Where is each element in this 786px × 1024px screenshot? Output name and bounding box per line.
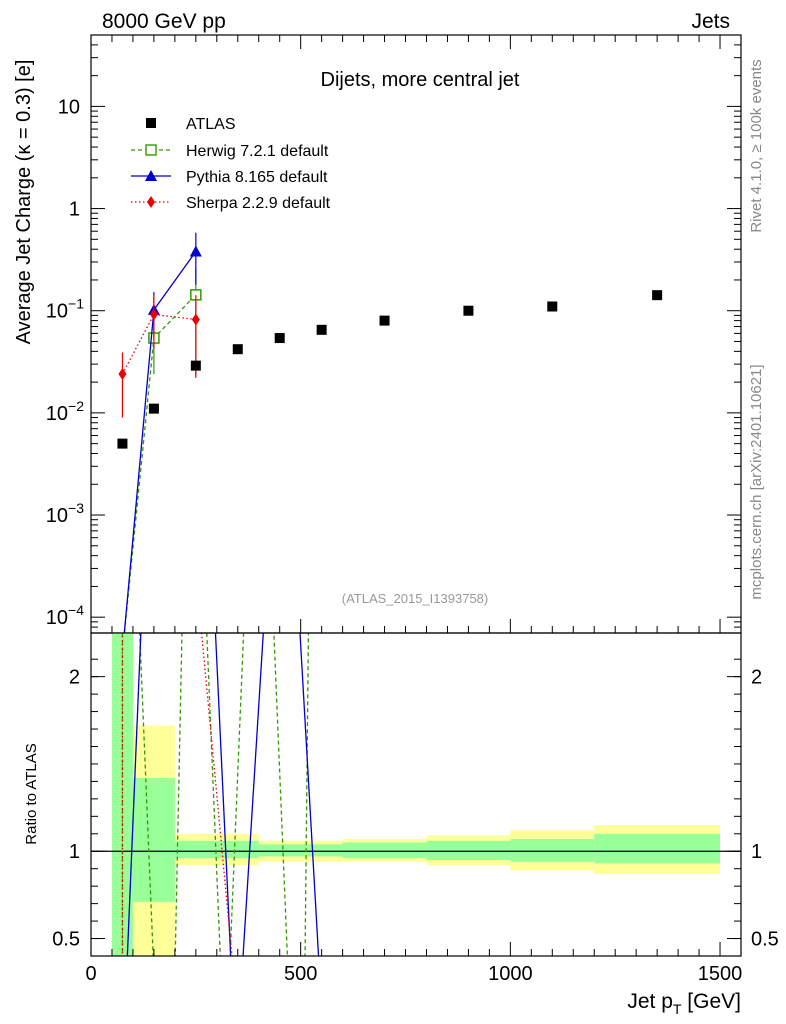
ratio-y-tick-label: 0.5 (52, 929, 80, 951)
legend-label-sherpa: Sherpa 2.2.9 default (186, 195, 331, 212)
marker-sherpa (191, 313, 200, 326)
x-tick-label: 500 (284, 963, 317, 985)
main-y-tick-label: 10−2 (46, 398, 84, 425)
ratio-green-band (426, 840, 511, 860)
marker-sherpa (118, 368, 127, 381)
legend-item-atlas: ATLAS (146, 116, 236, 133)
ratio-y-axis: 0.5 0.5 1 1 2 2 (52, 658, 779, 951)
ratio-line-sherpa (121, 633, 233, 956)
marker-atlas (547, 301, 558, 312)
ratio-green-band (342, 842, 427, 859)
x-axis-label: Jet pT [GeV] (627, 990, 741, 1017)
legend: ATLAS Herwig 7.2.1 default Pythia 8.165 … (131, 116, 331, 212)
header-category: Jets (691, 10, 730, 33)
marker-atlas (190, 360, 201, 371)
marker-sherpa (149, 308, 158, 321)
main-y-axis: 10−4 10−3 10−2 10−1 1 10 (46, 34, 741, 634)
ratio-y-tick-label-right: 2 (751, 667, 762, 689)
series-line-pythia (123, 251, 197, 633)
marker-atlas (117, 438, 128, 449)
rivet-version-label: Rivet 4.1.0, ≥ 100k events (748, 59, 765, 232)
main-series-layer (117, 232, 663, 633)
main-y-tick-label: 1 (69, 199, 80, 221)
legend-marker-pythia (145, 170, 157, 181)
ratio-green-band (258, 844, 343, 857)
mcplots-source-label: mcplots.cern.ch [arXiv:2401.10621] (748, 364, 765, 599)
main-y-tick-label: 10−3 (46, 500, 84, 527)
ratio-y-axis-label: Ratio to ATLAS (23, 743, 40, 844)
x-tick-label: 1000 (488, 963, 533, 985)
legend-item-sherpa: Sherpa 2.2.9 default (131, 195, 331, 212)
ratio-line-herwig (121, 633, 310, 956)
marker-atlas (148, 403, 159, 414)
ratio-y-tick-label-right: 0.5 (751, 929, 779, 951)
legend-item-pythia: Pythia 8.165 default (131, 169, 328, 186)
ratio-green-band (510, 839, 595, 862)
main-y-axis-label: Average Jet Charge (κ = 0.3) [e] (13, 60, 35, 345)
header-energy: 8000 GeV pp (102, 10, 226, 33)
marker-atlas (652, 290, 663, 301)
marker-atlas (232, 344, 243, 355)
legend-label-pythia: Pythia 8.165 default (186, 169, 328, 186)
ratio-green-band (132, 777, 175, 902)
ratio-green-band (174, 840, 259, 859)
marker-pythia (189, 245, 202, 257)
chart-title: Dijets, more central jet (321, 69, 520, 91)
marker-atlas (274, 333, 285, 344)
analysis-watermark: (ATLAS_2015_I1393758) (342, 591, 488, 606)
ratio-y-tick-label-right: 1 (751, 841, 762, 863)
marker-atlas (463, 305, 474, 316)
ratio-y-tick-label: 1 (69, 841, 80, 863)
x-tick-label: 1500 (698, 963, 743, 985)
main-y-tick-label: 10−1 (46, 296, 84, 323)
ratio-band-layer (91, 633, 741, 956)
legend-marker-atlas (146, 118, 156, 128)
ratio-green-band (594, 833, 721, 864)
ratio-series-layer (121, 633, 320, 956)
series-line-sherpa (121, 313, 196, 375)
marker-atlas (316, 324, 327, 335)
legend-label-atlas: ATLAS (186, 116, 236, 133)
main-x-ticks (90, 35, 721, 633)
x-tick-label: 0 (85, 963, 96, 985)
x-axis: 0 500 1000 1500 (85, 942, 742, 985)
legend-label-herwig: Herwig 7.2.1 default (186, 143, 329, 160)
series-line-herwig (123, 294, 197, 633)
legend-marker-herwig (145, 144, 157, 156)
legend-item-herwig: Herwig 7.2.1 default (131, 143, 329, 160)
ratio-frame (90, 632, 742, 957)
main-y-tick-label: 10−4 (46, 602, 84, 629)
ratio-y-tick-label: 2 (69, 667, 80, 689)
main-y-tick-label: 10 (58, 96, 80, 118)
marker-atlas (379, 315, 390, 326)
legend-marker-sherpa (147, 196, 155, 208)
